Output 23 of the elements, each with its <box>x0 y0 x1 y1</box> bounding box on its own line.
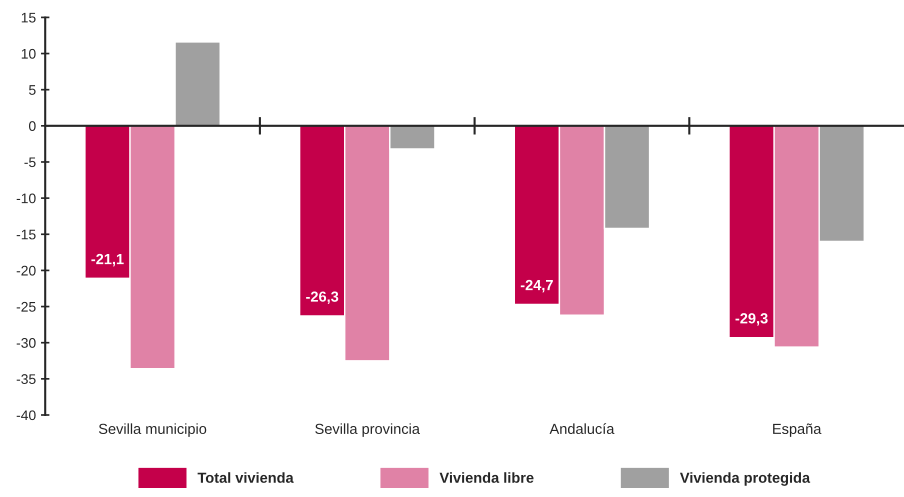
x-tick-label: Andalucía <box>550 423 614 434</box>
y-tick-label: -15 <box>16 230 36 240</box>
x-tick-label: Sevilla provincia <box>315 423 420 437</box>
y-tick-label: -10 <box>16 193 36 204</box>
x-tick-label: España <box>773 423 822 437</box>
y-tick-label: -25 <box>16 302 36 312</box>
y-tick-label: -40 <box>16 410 36 420</box>
y-tick-label: 5 <box>29 85 36 95</box>
y-tick-label: 0 <box>28 121 36 131</box>
data-label: -21,1 <box>91 254 124 266</box>
y-tick-label: 15 <box>22 12 36 23</box>
legend-label: Vivienda libre <box>440 472 534 483</box>
y-tick-label: -35 <box>16 374 36 384</box>
y-tick-label: -5 <box>24 157 36 168</box>
x-tick-label: Sevilla municipio <box>98 423 206 437</box>
y-tick-label: -30 <box>16 338 36 348</box>
data-label: -24,7 <box>520 280 553 292</box>
y-tick-label: -20 <box>16 266 36 276</box>
legend-label: Vivienda protegida <box>680 472 810 486</box>
legend-label: Total vivienda <box>198 472 294 483</box>
y-tick-label: 10 <box>22 48 36 59</box>
data-label: -29,3 <box>736 313 768 326</box>
data-label: -26,3 <box>306 291 338 304</box>
